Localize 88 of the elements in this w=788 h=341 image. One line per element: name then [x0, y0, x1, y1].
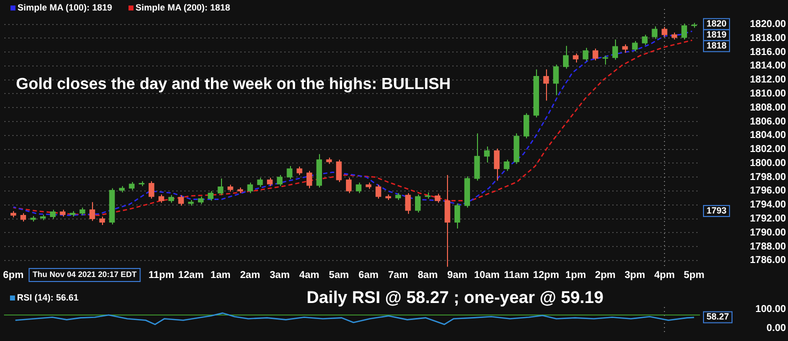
candlestick	[612, 39, 618, 60]
x-tick-label: 6am	[358, 270, 379, 281]
candlestick	[276, 174, 283, 187]
x-tick-label: 2pm	[595, 270, 616, 281]
x-tick-label: 12am	[178, 270, 204, 281]
candlestick	[652, 26, 658, 40]
candlestick	[247, 182, 253, 194]
candlestick	[681, 23, 688, 40]
candlestick	[306, 170, 312, 189]
text: 58.27	[706, 312, 730, 322]
candlestick	[582, 47, 588, 62]
text: 1818	[706, 40, 727, 51]
x-tick-label: 5pm	[684, 270, 704, 281]
candlestick	[218, 178, 224, 196]
x-tick-label: 6pm	[3, 270, 24, 281]
candlestick	[662, 26, 668, 38]
candlestick	[524, 112, 530, 139]
candlestick	[405, 192, 411, 214]
y-tick-label: 1806.00	[750, 116, 786, 128]
candlestick	[632, 40, 638, 52]
y-tick-label: 1810.00	[750, 88, 786, 100]
candlestick	[356, 182, 362, 194]
y-tick-label: 1794.00	[750, 200, 786, 211]
y-tick-label: 1786.00	[750, 255, 786, 266]
candlestick	[89, 202, 96, 222]
x-tick-label: 4am	[299, 270, 320, 281]
text: Thu Nov 04 2021 20:17 EDT	[32, 270, 137, 280]
candlestick	[336, 159, 342, 182]
candlestick	[494, 148, 500, 182]
candlestick	[434, 193, 440, 204]
x-tick-label: 4pm	[654, 270, 675, 281]
y-tick-label: 1800.00	[750, 158, 786, 169]
candlestick	[572, 52, 579, 63]
y-tick-label: 1818.00	[750, 32, 786, 44]
x-tick-label: 7am	[388, 270, 408, 281]
candlestick	[562, 45, 569, 70]
y-tick-label: 1802.00	[750, 144, 786, 156]
candlestick	[444, 174, 450, 268]
x-tick-label: 8am	[418, 270, 438, 281]
x-tick-label: 11pm	[148, 270, 174, 281]
candlestick	[208, 190, 214, 202]
y-tick-label: 1790.00	[750, 227, 786, 238]
y-tick-label: 0.00	[766, 322, 786, 334]
candlestick	[543, 68, 549, 102]
x-tick-label: 2am	[240, 270, 260, 281]
candlestick	[376, 184, 382, 200]
x-tick-label: 1pm	[565, 270, 586, 281]
text: 1793	[706, 205, 727, 216]
candlestick	[642, 34, 648, 46]
y-tick-label: 1814.00	[750, 60, 786, 72]
y-tick-label: 100.00	[755, 304, 786, 316]
candlestick	[346, 177, 352, 194]
chart-title: Daily RSI @ 58.27 ; one-year @ 59.19	[306, 288, 604, 307]
y-tick-label: 1808.00	[750, 102, 786, 114]
text: 1819	[706, 30, 727, 40]
legend-label: Simple MA (200): 1818	[135, 2, 230, 12]
x-tick-label: 12pm	[533, 270, 560, 281]
x-tick-label: 1am	[210, 270, 231, 281]
text: 1820	[706, 18, 727, 29]
x-tick-label: 3am	[270, 270, 290, 281]
candlestick	[484, 146, 490, 164]
y-tick-label: 1796.00	[750, 186, 786, 197]
x-tick-label: 10am	[474, 270, 500, 281]
x-tick-label: 3pm	[624, 270, 646, 281]
y-tick-label: 1816.00	[750, 46, 786, 58]
x-tick-label: 11am	[504, 270, 530, 281]
y-tick-label: 1812.00	[750, 74, 786, 86]
candlestick	[454, 202, 460, 229]
candlestick	[592, 48, 598, 61]
y-tick-label: 1820.00	[750, 19, 786, 30]
text: Gold closes the day and the week on the highs: BULLISH	[16, 76, 451, 93]
y-tick-label: 1804.00	[750, 130, 786, 142]
x-tick-label: 5am	[328, 270, 350, 281]
candlestick	[474, 132, 480, 182]
candlestick	[553, 64, 559, 96]
y-tick-label: 1792.00	[750, 214, 786, 225]
candlestick	[415, 194, 421, 214]
candlestick	[286, 165, 292, 180]
y-tick-label: 1788.00	[750, 241, 786, 252]
legend-label: Simple MA (100): 1819	[17, 2, 112, 12]
candlestick	[50, 209, 56, 220]
legend-label: RSI (14): 56.61	[17, 292, 79, 302]
candlestick	[504, 159, 510, 172]
candlestick	[148, 180, 154, 200]
candlestick	[178, 194, 184, 206]
y-tick-label: 1798.00	[750, 172, 786, 183]
candlestick	[257, 177, 263, 188]
x-tick-label: 9am	[447, 270, 468, 281]
